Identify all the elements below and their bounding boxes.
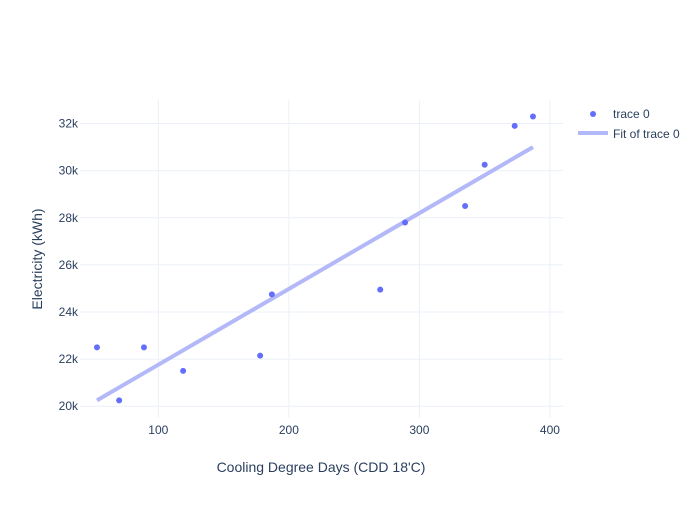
grid-layer xyxy=(80,100,563,418)
legend-label-fit-trace-0: Fit of trace 0 xyxy=(613,127,680,141)
marker-layer xyxy=(93,113,536,404)
data-point[interactable] xyxy=(93,344,100,351)
x-tick-label: 100 xyxy=(148,423,168,437)
data-point[interactable] xyxy=(257,352,264,359)
legend-label-trace-0: trace 0 xyxy=(613,107,650,121)
y-tick-label: 24k xyxy=(59,305,79,319)
data-point[interactable] xyxy=(511,122,518,129)
data-point[interactable] xyxy=(140,344,147,351)
data-point[interactable] xyxy=(481,161,488,168)
y-tick-label: 32k xyxy=(59,117,79,131)
y-axis-title: Electricity (kWh) xyxy=(29,208,45,309)
data-point[interactable] xyxy=(402,219,409,226)
y-tick-label: 20k xyxy=(59,399,79,413)
x-axis-title: Cooling Degree Days (CDD 18'C) xyxy=(217,459,426,475)
fit-line-layer xyxy=(95,145,534,403)
data-point[interactable] xyxy=(116,397,123,404)
legend: trace 0 Fit of trace 0 xyxy=(578,107,680,141)
y-tick-label: 26k xyxy=(59,258,79,272)
x-axis-ticks: 100 200 300 400 xyxy=(148,423,560,437)
data-point[interactable] xyxy=(377,286,384,293)
x-tick-label: 200 xyxy=(279,423,299,437)
data-point[interactable] xyxy=(529,113,536,120)
x-tick-label: 400 xyxy=(540,423,560,437)
data-point[interactable] xyxy=(268,291,275,298)
y-tick-label: 22k xyxy=(59,352,79,366)
data-point[interactable] xyxy=(180,367,187,374)
y-tick-label: 28k xyxy=(59,211,79,225)
fit-line xyxy=(95,145,534,403)
y-axis-ticks: 20k 22k 24k 26k 28k 30k 32k xyxy=(59,117,79,414)
legend-item-trace-0[interactable]: trace 0 xyxy=(590,107,650,121)
legend-marker-icon xyxy=(590,111,596,117)
x-tick-label: 300 xyxy=(409,423,429,437)
y-tick-label: 30k xyxy=(59,164,79,178)
data-point[interactable] xyxy=(462,203,469,209)
legend-item-fit-trace-0[interactable]: Fit of trace 0 xyxy=(578,127,680,141)
